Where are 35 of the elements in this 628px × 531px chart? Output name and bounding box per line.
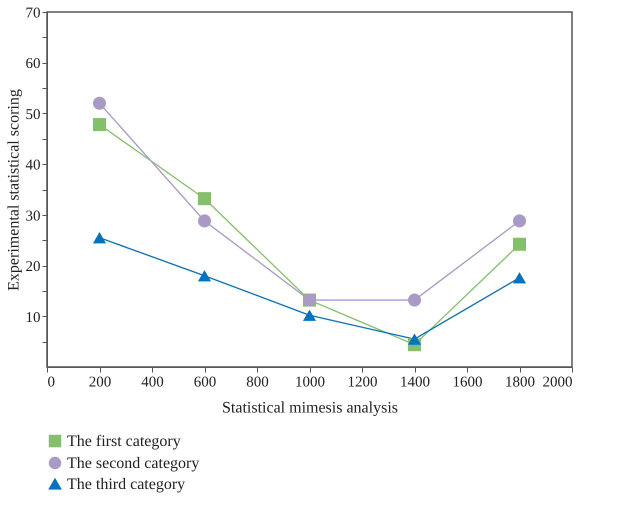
x-tick-label: 200 bbox=[88, 374, 112, 390]
y-tick-label: 40 bbox=[26, 158, 40, 174]
y-tick-label: 20 bbox=[26, 259, 40, 276]
legend-label: The third category bbox=[67, 476, 186, 493]
legend-label: The first category bbox=[67, 433, 181, 450]
point bbox=[408, 333, 422, 345]
point bbox=[198, 192, 212, 206]
point bbox=[512, 214, 526, 228]
point bbox=[92, 118, 106, 132]
x-tick-label: 0 bbox=[48, 374, 55, 390]
point bbox=[302, 310, 316, 321]
x-tick-label: 1800 bbox=[505, 374, 535, 390]
y-axis-title: Experimental statistical scoring bbox=[6, 89, 22, 291]
x-tick-label: 1400 bbox=[400, 374, 430, 390]
x-tick-label: 1600 bbox=[452, 374, 482, 390]
point bbox=[408, 294, 422, 307]
point bbox=[92, 232, 106, 244]
point bbox=[512, 238, 526, 251]
x-tick-label: 1200 bbox=[348, 374, 378, 390]
y-tick-label: 60 bbox=[26, 56, 40, 72]
x-tick-label: 800 bbox=[246, 374, 269, 390]
y-tick-label: 30 bbox=[26, 208, 40, 224]
y-tick-label: 70 bbox=[26, 6, 40, 22]
legend-label: The second category bbox=[67, 455, 200, 472]
y-tick-label: 50 bbox=[26, 106, 40, 123]
x-tick-label: 400 bbox=[141, 374, 164, 390]
point bbox=[512, 272, 526, 284]
x-tick-label: 2000 bbox=[542, 374, 572, 390]
x-tick-label: 1000 bbox=[295, 374, 325, 390]
x-tick-label: 600 bbox=[194, 374, 216, 390]
point bbox=[92, 96, 106, 110]
point bbox=[198, 270, 212, 282]
x-axis-title: Statistical mimesis analysis bbox=[222, 400, 398, 416]
point bbox=[198, 214, 212, 228]
y-tick-label: 10 bbox=[26, 310, 40, 326]
